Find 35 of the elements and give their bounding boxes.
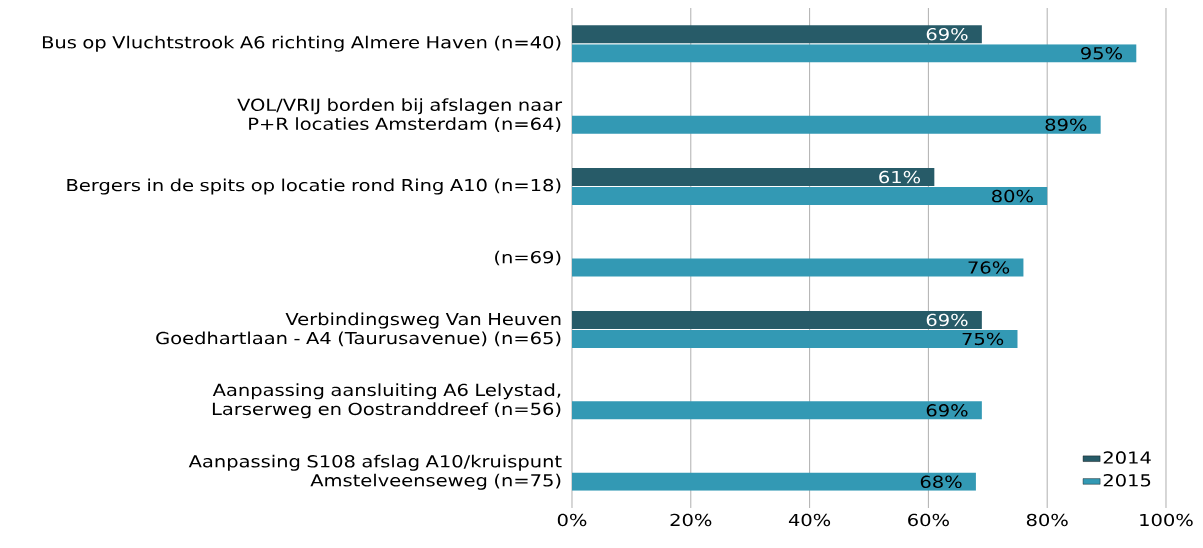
bar [572, 168, 935, 187]
y-tick-label: Aanpassing aansluiting A6 Lelystad, Larserweg en Oostranddreef (n=56) [212, 383, 561, 419]
bar [572, 25, 982, 44]
data-label: 69% [926, 313, 968, 327]
data-label: 68% [920, 475, 962, 489]
y-tick-label: Bergers in de spits op locatie rond Ring A10 (n=18) [67, 178, 561, 195]
bar [572, 472, 976, 491]
x-tick-label: 60% [908, 513, 949, 527]
legend-label: 2014 [1103, 451, 1151, 464]
data-label: 69% [926, 27, 968, 41]
bar [572, 115, 1101, 134]
y-tick-label: Verbindingsweg Van Heuven Goedhartlaan - A4 (Taurusavenue) (n=65) [156, 312, 561, 347]
y-tick-label: (n=69) [495, 250, 561, 266]
bar [572, 401, 982, 420]
bar [572, 310, 982, 329]
x-tick-label: 40% [788, 513, 831, 527]
bar [572, 258, 1024, 277]
y-tick-label: Aanpassing S108 afslag A10/kruispunt Amstelveenseweg (n=75) [188, 454, 562, 490]
data-label: 69% [926, 404, 968, 417]
data-label: 89% [1045, 118, 1087, 131]
x-tick-label: 100% [1140, 513, 1193, 527]
x-tick-label: 20% [670, 513, 712, 527]
y-tick-label: VOL/VRIJ borden bij afslagen naar P+R locaties Amsterdam (n=64) [237, 98, 563, 132]
data-label: 75% [962, 332, 1004, 346]
y-tick-label: Bus op Vluchtstrook A6 richting Almere Haven (n=40) [42, 35, 561, 52]
bar [572, 44, 1137, 63]
x-tick-label: 0% [557, 513, 587, 527]
data-label: 80% [992, 189, 1033, 203]
bar [572, 187, 1048, 206]
data-label: 95% [1081, 46, 1123, 60]
data-label: 61% [879, 170, 921, 184]
bar [572, 329, 1018, 348]
x-tick-label: 80% [1026, 513, 1068, 527]
legend-label: 2015 [1103, 474, 1151, 487]
data-label: 76% [968, 261, 1010, 274]
